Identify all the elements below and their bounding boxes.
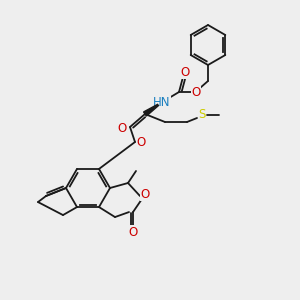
- Text: O: O: [180, 65, 190, 79]
- Text: HN: HN: [153, 95, 171, 109]
- Text: O: O: [117, 122, 127, 134]
- Text: O: O: [140, 188, 150, 200]
- Text: O: O: [191, 85, 201, 98]
- Polygon shape: [144, 104, 158, 116]
- Text: S: S: [198, 109, 206, 122]
- Text: O: O: [136, 136, 146, 149]
- Text: O: O: [128, 226, 138, 238]
